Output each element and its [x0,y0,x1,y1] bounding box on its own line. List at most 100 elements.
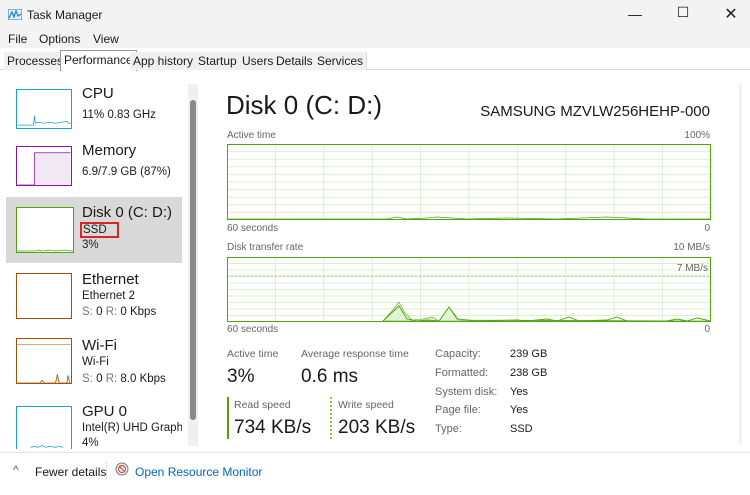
menu-bar [0,30,750,48]
type-value: SSD [510,423,533,435]
send-value: 0 [96,306,103,318]
sidebar-item-cpu[interactable]: CPU 11% 0.83 GHz [6,85,182,147]
tab-users[interactable]: Users [239,52,278,70]
app-icon [8,9,22,20]
active-time-graph-xright: 0 [704,223,710,234]
avg-response-value: 0.6 ms [301,366,359,387]
graph-border [227,257,711,322]
write-rate-area [382,301,711,322]
active-time-graph-label: Active time [227,130,276,141]
main-scrollbar[interactable] [739,84,742,444]
receive-value: 0 Kbps [120,306,157,318]
disk-usage: 3% [82,239,99,251]
receive-label: R: [105,373,118,385]
disk-thumbnail-graph [16,207,74,253]
menu-file[interactable]: File [8,32,28,46]
sidebar-item-label: GPU 0 [82,403,128,420]
tab-services[interactable]: Services [314,52,368,70]
gpu-thumbnail-graph [16,406,72,449]
sidebar-item-label: CPU [82,85,114,102]
receive-label: R: [105,306,118,318]
gpu-adapter: Intel(R) UHD Graphic [82,422,182,434]
tab-startup[interactable]: Startup [195,52,241,70]
sidebar-item-wifi[interactable]: Wi-Fi Wi-Fi S: 0 R: 8.0 Kbps [6,337,182,399]
gpu-usage: 4% [82,437,99,449]
formatted-value: 238 GB [510,367,548,379]
capacity-label: Capacity: [435,348,481,360]
transfer-rate-graph-max: 10 MB/s [673,242,710,253]
send-label: S: [82,373,93,385]
footer [0,452,750,495]
capacity-value: 239 GB [510,348,548,360]
close-icon[interactable]: ✕ [724,6,738,23]
menu-view[interactable]: View [93,32,119,46]
tab-details[interactable]: Details [273,52,317,70]
ethernet-adapter: Ethernet 2 [82,290,136,302]
sidebar-item-gpu0[interactable]: GPU 0 Intel(R) UHD Graphic 4% [6,403,182,449]
cpu-usage: 11% 0.83 GHz [82,109,156,121]
system-disk-value: Yes [510,386,528,398]
read-rate-line [382,305,711,322]
sidebar-item-label: Memory [82,142,137,159]
sidebar-item-disk0[interactable]: Disk 0 (C: D:) SSD 3% [6,197,182,263]
read-speed-value: 734 KB/s [234,417,312,438]
tab-processes[interactable]: Processes [4,52,68,70]
page-file-value: Yes [510,404,528,416]
active-time-graph-max: 100% [684,130,710,141]
transfer-rate-graph-label: Disk transfer rate [227,242,304,253]
transfer-rate-graph-xright: 0 [704,324,710,335]
page-title: Disk 0 (C: D:) [226,90,382,120]
avg-response-label: Average response time [301,348,409,360]
ethernet-throughput: S: 0 R: 0 Kbps [82,306,156,318]
active-time-graph [227,144,711,220]
transfer-rate-line-label: 7 MB/s [676,263,708,274]
footer-divider [106,462,107,480]
sidebar: CPU 11% 0.83 GHz Memory 6.9/7.9 GB (87%)… [0,71,210,449]
graph-border [227,144,711,220]
tab-app-history[interactable]: App history [130,52,198,70]
wifi-thumbnail-graph [16,338,72,384]
sidebar-item-label: Wi-Fi [82,337,117,354]
menu-options[interactable]: Options [39,32,81,46]
title-bar [0,0,750,30]
maximize-icon[interactable]: ☐ [676,4,690,20]
send-value: 0 [96,373,103,385]
write-speed-label: Write speed [338,399,394,411]
transfer-rate-graph [227,257,711,322]
write-speed-marker [330,397,332,439]
wifi-adapter: Wi-Fi [82,356,109,368]
receive-value: 8.0 Kbps [120,373,166,385]
transfer-rate-graph-xleft: 60 seconds [227,324,279,335]
read-speed-marker [227,397,229,439]
window-title: Task Manager [27,8,103,22]
resource-monitor-icon [115,462,129,476]
fewer-details-button[interactable]: Fewer details [35,465,107,479]
write-speed-value: 203 KB/s [338,417,416,438]
sidebar-scrollbar-thumb[interactable] [190,100,196,420]
disk-model: SAMSUNG MZVLW256HEHP-000 [480,103,710,120]
memory-thumbnail-graph [16,146,72,186]
type-label: Type: [435,423,462,435]
chevron-up-icon[interactable]: ^ [13,463,19,477]
active-time-value: 3% [227,366,255,387]
memory-usage: 6.9/7.9 GB (87%) [82,166,171,178]
minimize-icon[interactable]: — [628,6,642,22]
active-time-label: Active time [227,348,279,360]
cpu-thumbnail-graph [16,89,72,129]
wifi-throughput: S: 0 R: 8.0 Kbps [82,373,166,385]
ethernet-thumbnail-graph [16,273,72,319]
send-label: S: [82,306,93,318]
active-time-graph-xleft: 60 seconds [227,223,279,234]
page-file-label: Page file: [435,404,481,416]
sidebar-item-ethernet[interactable]: Ethernet Ethernet 2 S: 0 R: 0 Kbps [6,270,182,332]
sidebar-item-label: Ethernet [82,271,139,288]
formatted-label: Formatted: [435,367,489,379]
sidebar-item-label: Disk 0 (C: D:) [82,204,172,221]
disk-type-highlighted: SSD [80,222,119,238]
system-disk-label: System disk: [435,386,498,398]
open-resource-monitor-link[interactable]: Open Resource Monitor [135,465,263,479]
read-speed-label: Read speed [234,399,291,411]
active-time-line [227,216,711,220]
tab-performance[interactable]: Performance [60,50,137,71]
sidebar-item-memory[interactable]: Memory 6.9/7.9 GB (87%) [6,142,182,204]
